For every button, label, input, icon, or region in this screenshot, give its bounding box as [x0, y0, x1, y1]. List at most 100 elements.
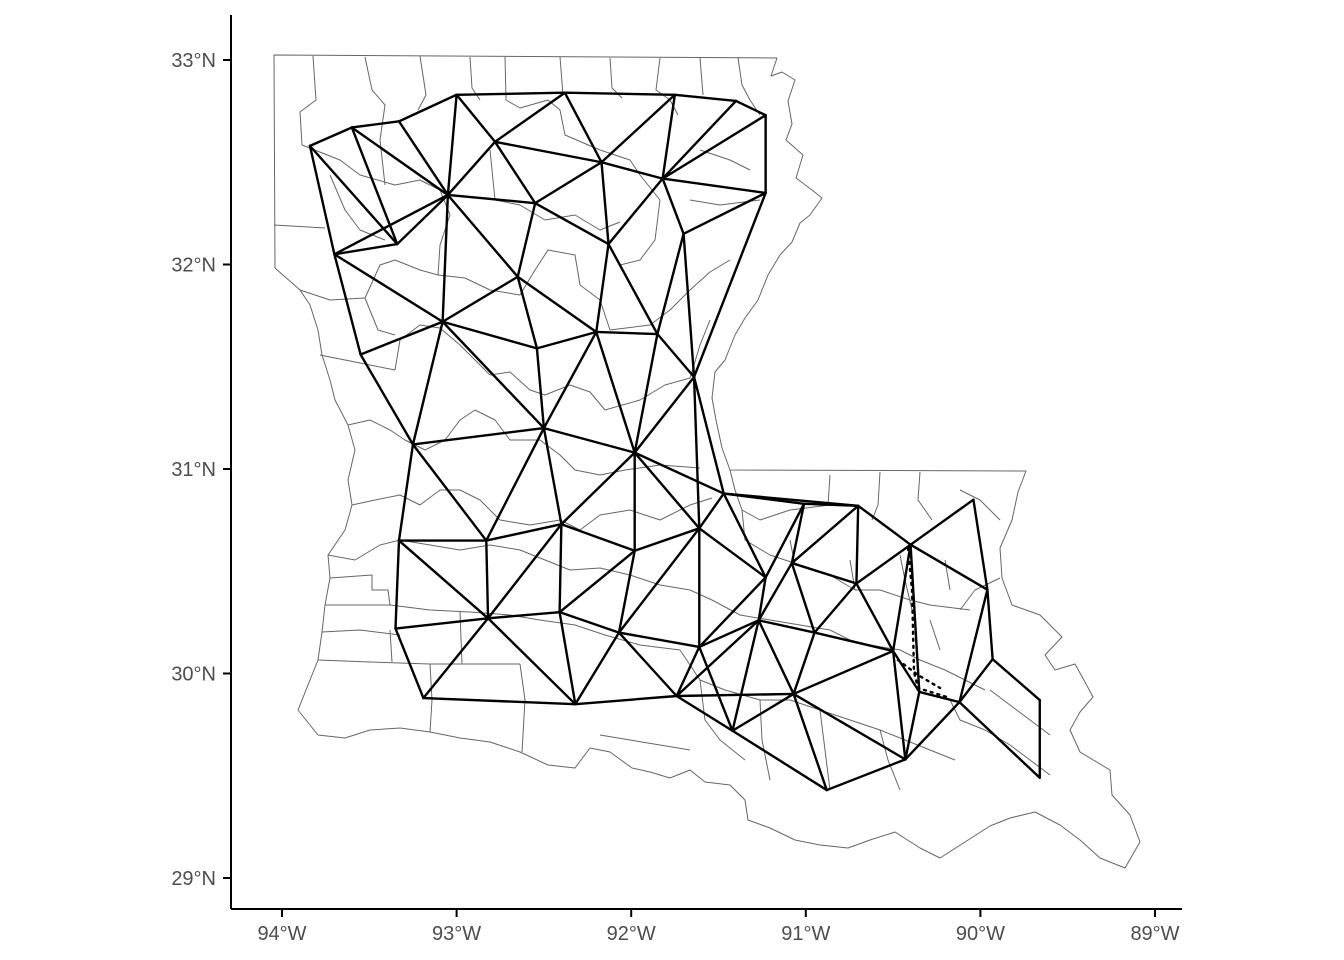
mesh-edge [792, 631, 816, 696]
mesh-edge [722, 492, 806, 505]
mesh-edge [595, 242, 610, 334]
mesh-edge [734, 99, 767, 117]
x-axis-ticks: 94°W 93°W 92°W 91°W 90°W 89°W [257, 909, 1180, 945]
mesh-edge [757, 619, 795, 696]
mesh-edge [698, 645, 734, 732]
mesh-edge [661, 114, 767, 180]
mesh-edge [675, 692, 795, 698]
mesh-edge [560, 451, 636, 526]
mesh-edge [692, 191, 767, 379]
mesh-edge [422, 617, 490, 700]
mesh-edge [558, 610, 621, 634]
mesh-edge [891, 543, 912, 653]
mesh-edge [856, 504, 912, 546]
y-tick-label: 32°N [171, 255, 216, 277]
mesh-edge [516, 201, 537, 278]
mesh-edge [633, 375, 696, 454]
mesh-edge [441, 320, 539, 350]
axes: 94°W 93°W 92°W 91°W 90°W 89°W 33°N 32°N 31°N 30°… [171, 15, 1182, 945]
mesh-edge [493, 140, 603, 164]
mesh-edge [308, 126, 354, 148]
mesh-edge [333, 253, 362, 356]
mesh-edge [825, 758, 907, 792]
mesh-edge [397, 443, 415, 542]
mesh-edge [485, 426, 546, 542]
mesh-edge [600, 161, 664, 180]
mesh-edge [633, 332, 659, 454]
mesh-edge [441, 193, 450, 323]
triangulation-mesh [308, 91, 1041, 792]
mesh-edge [617, 631, 701, 649]
x-tick-label: 90°W [956, 923, 1005, 945]
mesh-edge [558, 610, 577, 706]
mesh-edge [455, 93, 497, 144]
mesh-edge [855, 543, 912, 585]
mesh-edge [731, 692, 795, 732]
mesh-edge [441, 275, 519, 323]
mesh-edge [394, 617, 490, 630]
mesh-edge [533, 201, 610, 246]
mesh-edge [600, 161, 610, 246]
mesh-edge [422, 696, 577, 706]
mesh-edge [446, 93, 458, 197]
mesh-edge [904, 690, 921, 761]
mesh-edge [656, 332, 696, 379]
x-tick-label: 94°W [257, 923, 306, 945]
mesh-edge [855, 582, 895, 653]
parish-boundaries [273, 54, 1141, 869]
mesh-edge [802, 502, 860, 508]
mesh-edge [411, 443, 488, 542]
mesh-edge [486, 617, 577, 706]
mesh-edge [542, 426, 563, 526]
mesh-edge [563, 91, 677, 96]
mesh-edge [813, 582, 858, 634]
mesh-edge [560, 523, 636, 552]
x-tick-label: 92°W [607, 923, 656, 945]
mesh-edge [394, 627, 425, 700]
mesh-edge [350, 126, 399, 246]
mesh-edge [595, 330, 636, 454]
mesh-edge [441, 320, 546, 430]
mesh-edge [485, 523, 563, 542]
mesh-edge [855, 504, 860, 585]
mesh-edge [446, 140, 497, 197]
mesh-edge [698, 576, 767, 649]
mesh-edge [661, 99, 738, 180]
mesh-edge [542, 330, 598, 430]
mesh-edge [535, 347, 546, 430]
mesh-edge [656, 232, 685, 336]
mesh-edge [397, 539, 490, 620]
mesh-edge [516, 275, 598, 334]
mesh-edge [698, 527, 767, 579]
mesh-edge [792, 692, 907, 761]
mesh-edge [359, 353, 415, 446]
mesh-edge [394, 539, 401, 630]
mesh-edge [682, 232, 696, 379]
mesh-edge [692, 375, 725, 495]
mesh-edge [661, 93, 677, 180]
mesh-edge [600, 93, 677, 164]
mesh-edge [675, 694, 734, 732]
mesh-edge [790, 504, 860, 565]
mesh-edge [595, 330, 659, 336]
mesh-edge [633, 451, 701, 530]
mesh-edge [535, 330, 598, 350]
parish-lines [273, 55, 1051, 791]
mesh-edge [617, 527, 701, 634]
mesh-edge [397, 120, 450, 197]
mesh-edge [558, 549, 636, 614]
mesh-edge [617, 631, 678, 698]
mesh-edge [333, 242, 399, 256]
x-tick-label: 89°W [1130, 923, 1179, 945]
mesh-edge [731, 729, 828, 792]
mesh-edge [673, 93, 738, 103]
mesh-edge [411, 426, 546, 446]
mesh-edge [359, 320, 444, 356]
dotted-boundary [896, 546, 952, 700]
mesh-edge [682, 191, 767, 236]
mesh-edge [757, 576, 767, 622]
mesh-edge [333, 193, 450, 256]
mesh-edge [918, 690, 961, 704]
mesh-edge [675, 619, 760, 698]
